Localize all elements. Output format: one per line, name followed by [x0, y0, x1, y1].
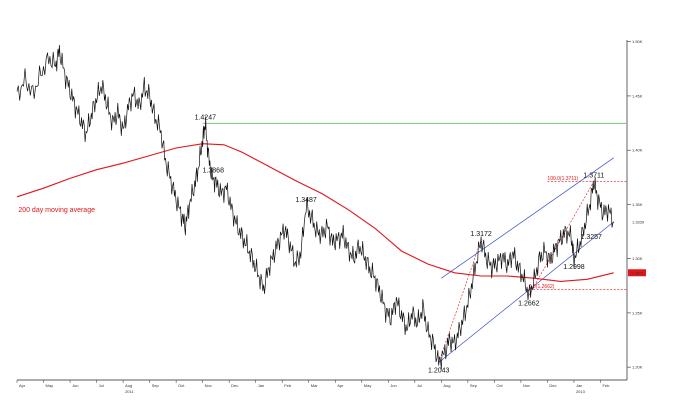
price-tick-label: 1.40K: [632, 148, 643, 153]
moving-average-label: 200 day moving average: [18, 207, 95, 214]
price-line: [16, 44, 614, 370]
price-labels: 1.4247 1.3868 1.3487 1.2043 1.3172 1.2662 1.29…: [18, 114, 646, 374]
month-tick-label: Oct: [178, 383, 185, 388]
month-tick-label: Feb: [602, 383, 610, 388]
price-tick-label: 1.50K: [632, 39, 643, 44]
month-tick-label: Jul: [99, 383, 104, 388]
month-tick-label: Nov: [523, 383, 530, 388]
ma-price-tag: [628, 269, 646, 277]
fib-top-label: 100.0(1.3711): [547, 176, 578, 182]
moving-average-line: [16, 143, 614, 282]
month-tick-label: Sep: [152, 383, 160, 388]
fib-diagonal-line: [528, 181, 595, 296]
month-tick-label: Aug: [443, 383, 450, 388]
price-label: 1.2998: [563, 264, 585, 271]
price-tick-label: 1.35K: [632, 202, 643, 207]
ma-price-label: 1.2870: [631, 270, 644, 275]
month-tick-label: Apr: [337, 383, 344, 388]
price-tick-label: 1.25K: [632, 310, 643, 315]
price-tick-label: 1.20K: [632, 365, 643, 370]
month-tick-label: Dec: [549, 383, 556, 388]
channel-upper-line: [441, 157, 614, 279]
price-label: 1.2043: [428, 367, 450, 374]
month-tick-label: Jun: [390, 383, 396, 388]
month-tick-label: May: [364, 383, 372, 388]
price-label: 1.3868: [203, 168, 225, 175]
price-label: 1.4247: [195, 114, 217, 121]
price-label: 1.3487: [295, 197, 317, 204]
month-tick-label: Nov: [205, 383, 212, 388]
year-label: 2011: [125, 389, 134, 394]
fib-bottom-label: 0.0(1.2662): [529, 284, 555, 290]
month-tick-label: Aug: [125, 383, 132, 388]
month-tick-label: Oct: [496, 383, 503, 388]
month-tick-label: Feb: [284, 383, 292, 388]
month-tick-label: Mar: [311, 383, 319, 388]
month-tick-label: Jul: [417, 383, 422, 388]
month-tick-label: Apr: [19, 383, 26, 388]
price-tick-label: 1.45K: [632, 93, 643, 98]
month-tick-label: Dec: [231, 383, 238, 388]
price-axis: 1.50K 1.45K 1.40K 1.35K 1.30K 1.25K 1.20K: [627, 39, 643, 370]
price-label: 1.3711: [583, 173, 604, 180]
last-price-tag: [628, 218, 646, 225]
year-label: 2013: [576, 389, 586, 394]
series: [16, 44, 614, 370]
price-label: 1.3257: [580, 234, 602, 241]
price-label: 1.3172: [470, 231, 492, 238]
month-tick-label: May: [46, 383, 54, 388]
month-tick-label: Jan: [576, 383, 582, 388]
price-label: 1.2662: [518, 300, 540, 307]
fib-diagonal-line: [438, 239, 482, 363]
month-tick-label: Jan: [258, 383, 264, 388]
month-tick-label: Sep: [470, 383, 478, 388]
last-price-label: 1.3339: [632, 219, 645, 224]
axis-lines: [17, 40, 628, 381]
month-axis: Apr May Jun Jul Aug Sep Oct Nov Dec Jan Feb Mar Apr M…: [16, 380, 610, 394]
price-tick-label: 1.30K: [632, 256, 643, 261]
month-tick-label: Jun: [72, 383, 78, 388]
